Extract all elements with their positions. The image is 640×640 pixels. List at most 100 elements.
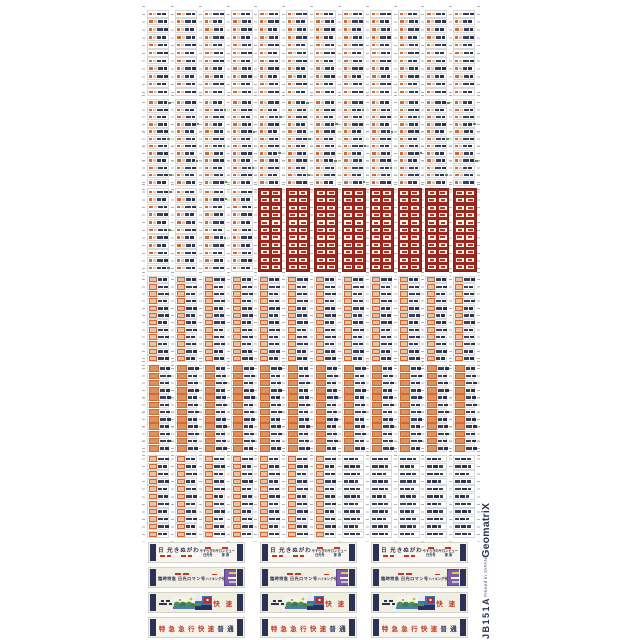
text-mark	[417, 439, 422, 443]
rollsign-cell	[343, 264, 365, 271]
text-mark	[414, 101, 418, 104]
text-mark	[191, 144, 196, 148]
rollsign-cell	[258, 171, 281, 179]
text-mark	[431, 144, 435, 148]
text-mark	[190, 480, 195, 483]
rollsign-cell	[230, 33, 253, 41]
text-mark	[160, 396, 166, 399]
text-mark	[416, 432, 421, 436]
text-mark	[192, 374, 197, 378]
text-mark	[463, 59, 470, 63]
service-type-char: 特	[381, 625, 389, 633]
text-mark	[442, 67, 447, 70]
text-mark	[399, 437, 410, 445]
text-mark	[438, 439, 443, 443]
rollsign-cell	[202, 372, 226, 380]
rollsign-cell	[453, 485, 476, 493]
text-mark	[351, 28, 356, 31]
text-mark	[343, 12, 348, 16]
text-mark	[359, 328, 364, 332]
text-mark	[321, 166, 324, 170]
text-mark	[245, 221, 250, 224]
text-mark	[371, 495, 376, 498]
text-mark	[343, 401, 354, 409]
rollsign-cell	[369, 493, 392, 500]
rollsign-cell	[202, 150, 225, 157]
text-mark	[351, 51, 356, 55]
rollsign-cell	[202, 355, 225, 362]
rollsign-cell	[453, 10, 476, 18]
text-mark	[468, 43, 473, 47]
rollsign-cell	[397, 365, 421, 372]
text-mark	[438, 396, 443, 399]
text-mark	[213, 457, 219, 461]
text-mark	[275, 123, 280, 126]
text-mark	[470, 357, 475, 360]
cut-tick-column	[393, 95, 397, 190]
rollsign-cell	[174, 188, 197, 196]
rollsign-cell	[202, 365, 225, 372]
text-mark	[320, 36, 323, 39]
text-mark	[463, 123, 468, 126]
rollsign-window	[299, 205, 308, 210]
rollsign-cell	[453, 408, 476, 416]
text-mark	[351, 173, 356, 177]
text-mark	[414, 350, 419, 353]
text-mark	[427, 437, 438, 445]
text-mark	[297, 532, 304, 536]
rollsign-cell	[147, 72, 169, 81]
text-mark	[399, 445, 410, 452]
rollsign-window	[299, 242, 308, 248]
rollsign-cell	[314, 18, 336, 26]
text-mark	[427, 348, 436, 355]
text-mark	[158, 465, 162, 468]
rollsign-window	[288, 265, 297, 270]
text-mark	[306, 403, 311, 407]
text-mark	[176, 244, 181, 247]
label-end-bar	[373, 544, 379, 561]
text-mark	[217, 205, 222, 209]
text-mark	[380, 285, 385, 288]
text-mark	[217, 67, 222, 70]
rollsign-cell	[258, 477, 281, 485]
rollsign-window	[400, 198, 409, 203]
text-mark	[374, 221, 379, 224]
text-mark	[304, 410, 309, 414]
text-mark	[374, 251, 379, 254]
text-mark	[288, 312, 297, 319]
rollsign-strip	[258, 10, 281, 96]
text-mark	[343, 276, 352, 283]
headmark-micro-note	[158, 600, 172, 605]
rollsign-cell	[230, 394, 255, 401]
text-mark	[384, 221, 390, 224]
text-mark	[213, 357, 219, 360]
text-mark	[343, 67, 347, 70]
text-mark	[466, 418, 472, 421]
rollsign-cell	[286, 157, 309, 164]
text-mark	[209, 51, 213, 55]
cut-tick-column	[254, 95, 258, 190]
text-mark	[153, 190, 156, 194]
cut-tick-column	[365, 6, 369, 100]
rollsign-cell	[341, 430, 366, 438]
rollsign-window	[427, 257, 436, 262]
text-mark	[357, 199, 362, 202]
rollsign-strip	[286, 99, 311, 186]
rollsign-cell	[230, 500, 253, 508]
text-mark	[380, 335, 386, 339]
rollsign-cell	[314, 470, 336, 478]
rollsign-window	[410, 205, 419, 210]
rollsign-cell	[453, 142, 476, 150]
text-mark	[471, 367, 476, 370]
text-mark	[386, 82, 391, 86]
text-mark	[316, 28, 319, 31]
text-mark	[467, 266, 473, 269]
rollsign-cell	[399, 234, 421, 241]
text-mark	[240, 51, 247, 55]
text-mark	[160, 432, 165, 436]
text-mark	[302, 307, 307, 310]
text-mark	[464, 357, 470, 360]
cut-tick-column	[254, 361, 258, 456]
rollsign-window	[288, 257, 297, 262]
text-mark	[431, 166, 435, 170]
